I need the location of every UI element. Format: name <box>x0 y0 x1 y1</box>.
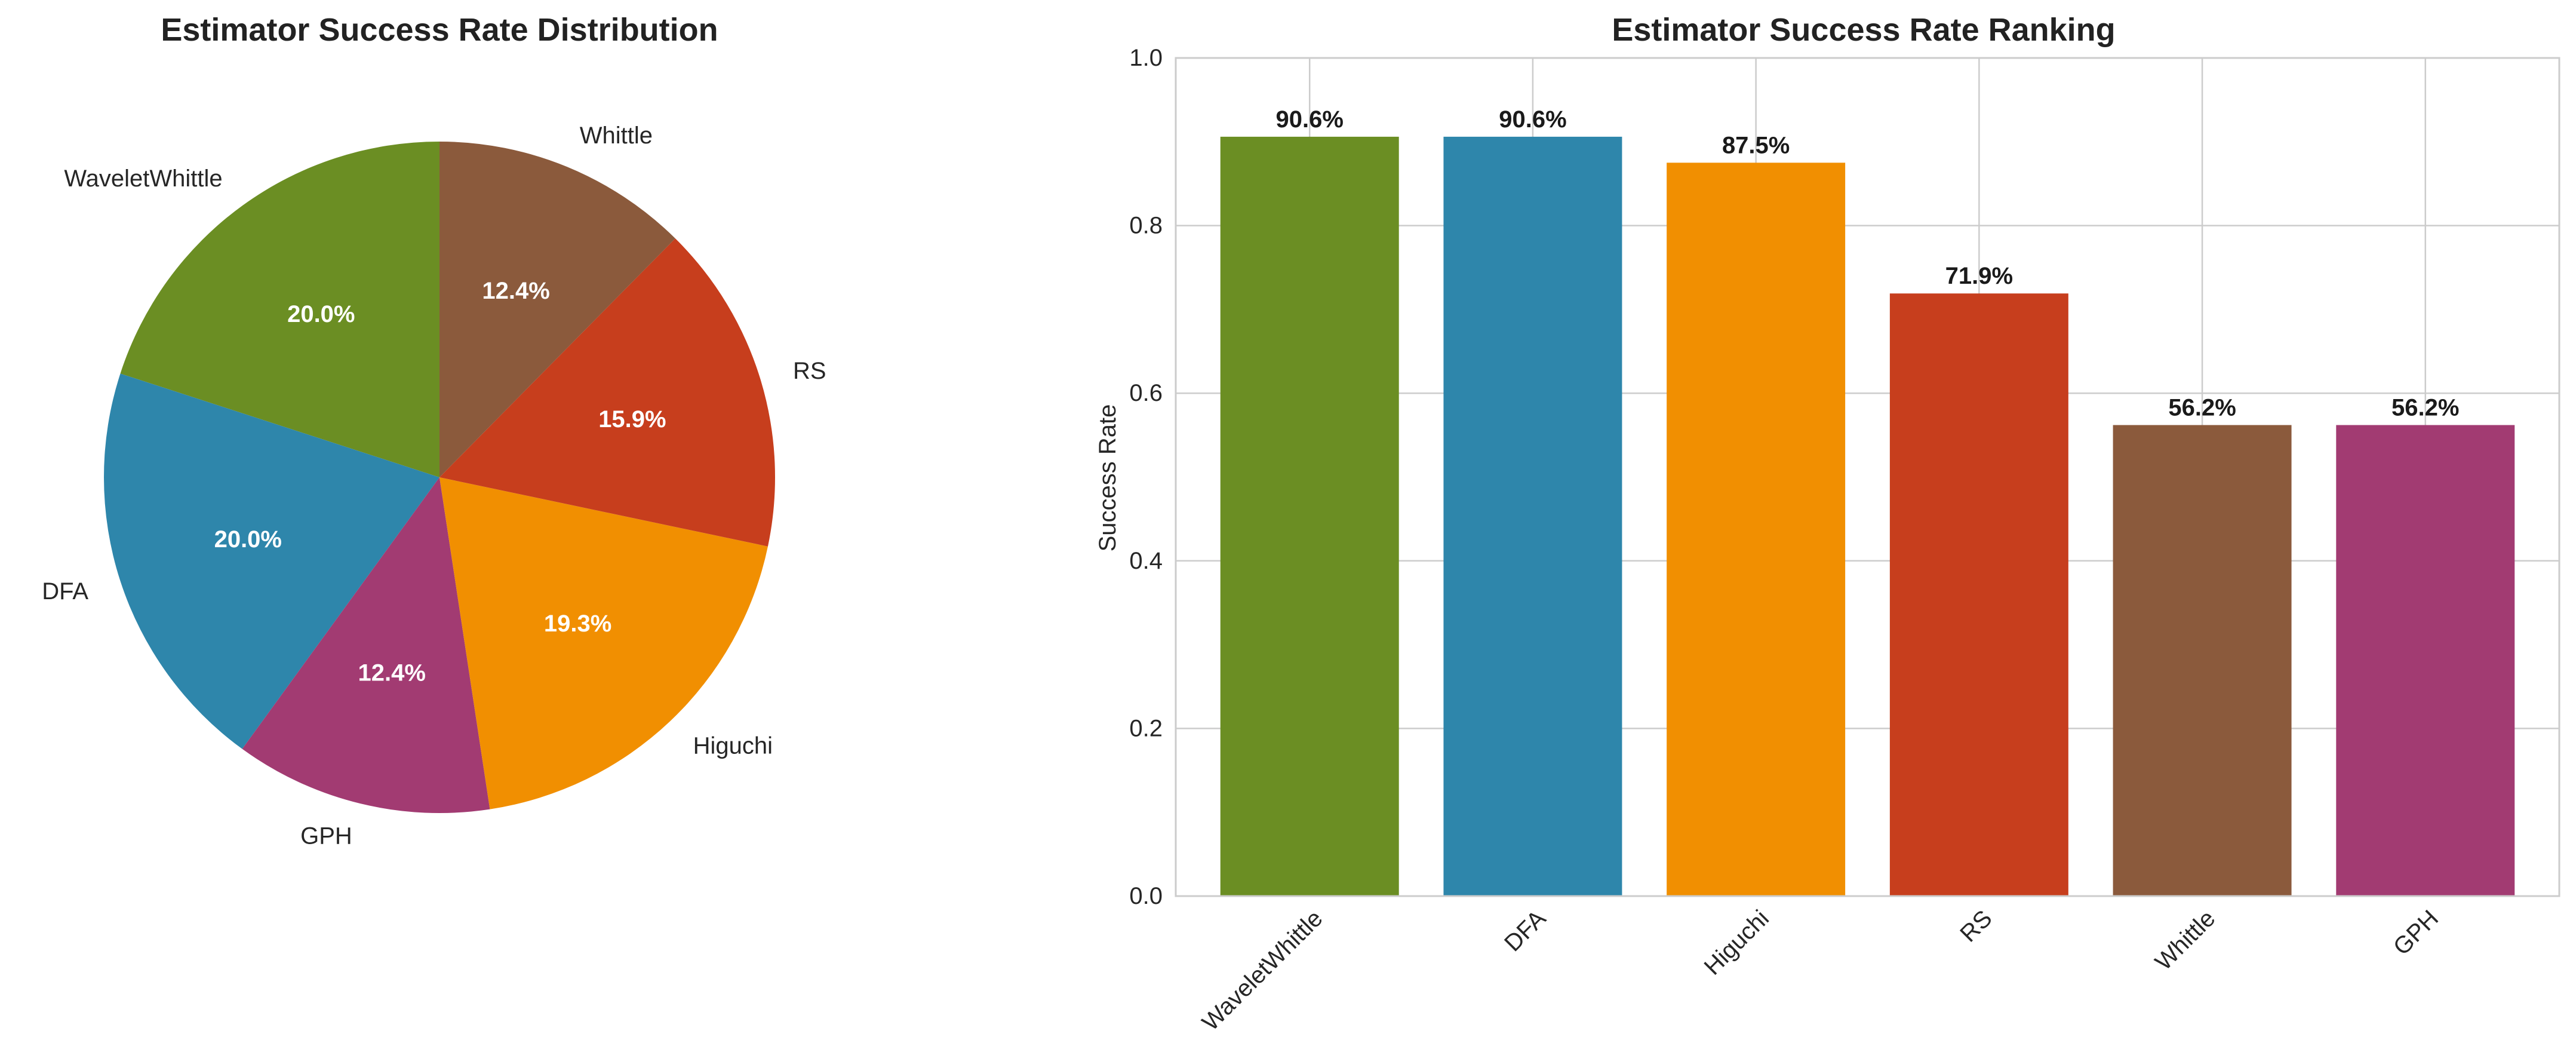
x-tick-label-dfa: DFA <box>1499 905 1551 956</box>
pie-category-label-whittle: Whittle <box>580 122 653 149</box>
pie-slice-higuchi <box>439 477 768 809</box>
y-axis-label: Success Rate <box>1095 404 1121 552</box>
pie-percent-labels: 20.0% 20.0% 12.4% 19.3% 15.9% 12.4% <box>214 278 666 686</box>
pie-percent-label-rs: 15.9% <box>598 406 666 433</box>
bar-value-labels: 90.6% 90.6% 87.5% 71.9% 56.2% 56.2% <box>1276 106 2460 421</box>
bar-value-label-rs: 71.9% <box>1945 263 2013 289</box>
bar-gph <box>2336 425 2515 896</box>
bar-value-label-waveletwhittle: 90.6% <box>1276 106 1344 133</box>
x-tick-label-gph: GPH <box>2389 905 2443 960</box>
pie-category-label-dfa: DFA <box>42 578 88 605</box>
bar-chart-frame <box>1175 57 2560 897</box>
pie-slice-dfa <box>104 373 440 749</box>
y-tick-label: 0.4 <box>1129 548 1163 574</box>
y-tick-label: 0.0 <box>1129 883 1163 909</box>
bar-higuchi <box>1667 162 1846 897</box>
y-tick-label: 0.6 <box>1129 380 1163 406</box>
pie-category-label-waveletwhittle: WaveletWhittle <box>64 165 222 192</box>
bar-value-label-gph: 56.2% <box>2391 395 2459 421</box>
bar-chart: Estimator Success Rate Ranking 0.0 0.2 0.4… <box>1095 12 2560 1036</box>
x-tick-label-whittle: Whittle <box>2150 905 2221 976</box>
pie-category-labels: WaveletWhittle DFA GPH Higuchi RS Whittle <box>42 122 826 849</box>
pie-category-label-gph: GPH <box>300 823 352 849</box>
y-axis-ticks: 0.0 0.2 0.4 0.6 0.8 1.0 <box>1129 45 1163 909</box>
y-tick-label: 0.8 <box>1129 213 1163 239</box>
pie-percent-label-gph: 12.4% <box>358 660 426 686</box>
y-tick-label: 1.0 <box>1129 45 1163 71</box>
pie-slice-waveletwhittle <box>120 142 439 477</box>
x-axis-ticks: WaveletWhittle DFA Higuchi RS Whittle GPH <box>1197 905 2443 1036</box>
y-tick-label: 0.2 <box>1129 715 1163 741</box>
pie-slice-gph <box>242 477 490 813</box>
pie-chart-title: Estimator Success Rate Distribution <box>161 12 718 48</box>
bar-value-label-whittle: 56.2% <box>2168 395 2236 421</box>
pie-slice-whittle <box>439 142 675 477</box>
x-tick-label-higuchi: Higuchi <box>1699 905 1774 980</box>
bar-waveletwhittle <box>1220 136 1399 896</box>
bar-value-label-higuchi: 87.5% <box>1722 132 1790 158</box>
plot-frame <box>1175 57 2560 897</box>
bar-value-label-dfa: 90.6% <box>1499 106 1566 133</box>
pie-percent-label-higuchi: 19.3% <box>544 611 611 637</box>
pie-percent-label-waveletwhittle: 20.0% <box>287 301 355 327</box>
pie-percent-label-dfa: 20.0% <box>214 526 282 553</box>
bar-chart-title: Estimator Success Rate Ranking <box>1612 12 2115 48</box>
x-tick-label-waveletwhittle: WaveletWhittle <box>1197 905 1328 1036</box>
bar-rs <box>1889 293 2068 896</box>
pie-slice-rs <box>439 238 775 547</box>
bar-chart-bars <box>1220 136 2515 897</box>
x-tick-label-rs: RS <box>1955 905 1997 947</box>
pie-category-label-higuchi: Higuchi <box>693 732 773 759</box>
pie-category-label-rs: RS <box>793 358 826 384</box>
pie-chart: Estimator Success Rate Distribution 20.0… <box>42 12 826 849</box>
pie-slices <box>104 142 775 813</box>
bar-dfa <box>1443 136 1622 896</box>
pie-percent-label-whittle: 12.4% <box>482 278 549 304</box>
bar-whittle <box>2113 425 2292 896</box>
